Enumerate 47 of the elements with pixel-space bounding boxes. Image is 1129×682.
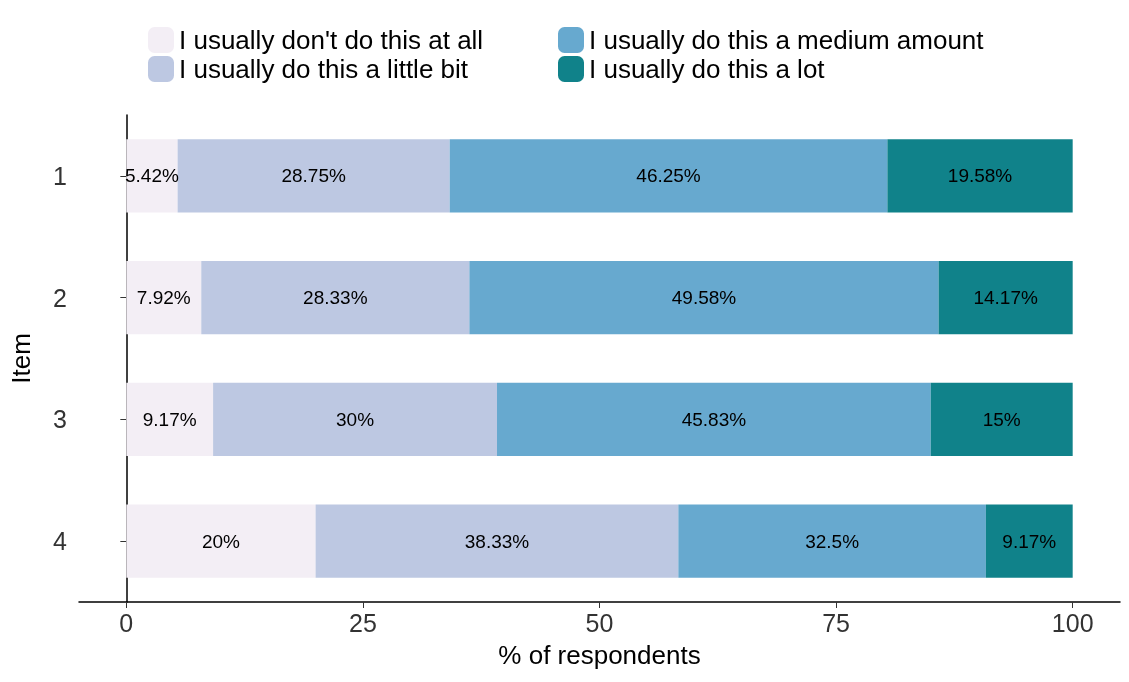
data-label: 5.42%: [125, 165, 180, 187]
x-tick-label: 100: [1051, 608, 1094, 637]
bar: [213, 382, 498, 456]
x-tick-label: 25: [349, 608, 377, 637]
data-label: 9.17%: [1002, 530, 1057, 552]
y-tick-label: 2: [53, 283, 67, 312]
bar: [126, 139, 178, 213]
bar: [126, 261, 202, 335]
bar: [126, 504, 316, 578]
data-label: 15%: [982, 408, 1021, 430]
data-label: 46.25%: [636, 165, 701, 187]
bar: [938, 261, 1073, 335]
y-axis-title: Item: [6, 333, 36, 384]
data-label: 30%: [336, 408, 375, 430]
legend-label: I usually do this a little bit: [179, 54, 469, 84]
bar: [126, 382, 214, 456]
x-tick-label: 50: [585, 608, 614, 637]
data-label: 7.92%: [136, 287, 191, 309]
data-label: 45.83%: [681, 408, 747, 430]
data-label: 28.75%: [281, 165, 346, 187]
x-tick-label: 75: [822, 608, 850, 637]
bar: [201, 261, 470, 335]
legend-label: I usually don't do this at all: [179, 25, 484, 55]
bar: [930, 382, 1073, 456]
bar: [177, 139, 450, 213]
bar: [497, 382, 931, 456]
bar: [678, 504, 986, 578]
y-tick-label: 4: [53, 527, 68, 556]
data-label: 20%: [201, 530, 241, 552]
data-label: 38.33%: [464, 530, 530, 552]
y-tick-label: 3: [53, 405, 67, 434]
legend-label: I usually do this a lot: [589, 54, 826, 84]
bar: [469, 261, 939, 335]
data-label: 14.17%: [973, 287, 1038, 309]
x-axis-title: % of respondents: [498, 640, 701, 670]
bar: [449, 139, 888, 213]
legend-label: I usually do this a medium amount: [589, 25, 985, 55]
data-label: 9.17%: [142, 408, 197, 430]
y-tick-label: 1: [53, 161, 67, 190]
data-label: 32.5%: [805, 530, 860, 552]
bar: [315, 504, 679, 578]
data-label: 28.33%: [303, 287, 368, 309]
bar: [887, 139, 1073, 213]
x-tick-label: 0: [119, 608, 134, 637]
bar: [985, 504, 1073, 578]
data-label: 19.58%: [947, 165, 1013, 187]
data-label: 49.58%: [671, 287, 737, 309]
